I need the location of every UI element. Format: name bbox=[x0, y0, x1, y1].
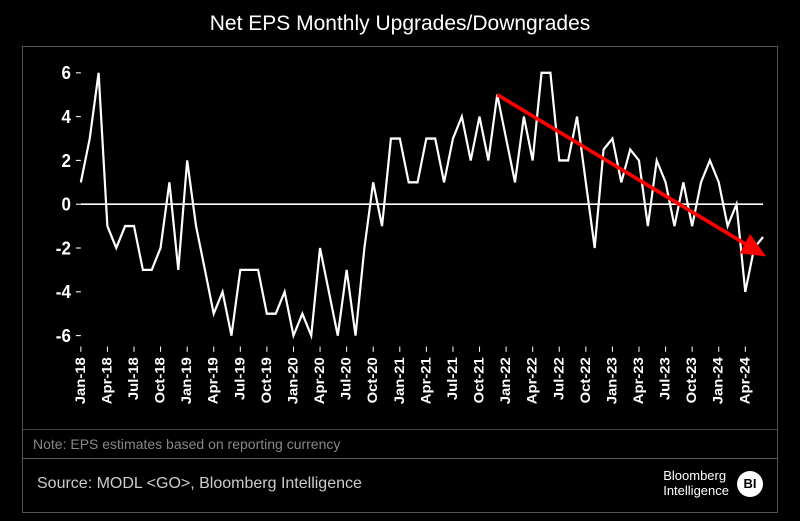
svg-text:Jul-23: Jul-23 bbox=[658, 357, 673, 400]
brand: Bloomberg Intelligence BI bbox=[663, 469, 763, 498]
svg-text:Jan-22: Jan-22 bbox=[498, 357, 513, 404]
chart-container: Net EPS Monthly Upgrades/Downgrades 6 4 2 0… bbox=[0, 0, 800, 521]
svg-text:Apr-20: Apr-20 bbox=[312, 357, 327, 404]
source-text: Source: MODL <GO>, Bloomberg Intelligenc… bbox=[37, 475, 362, 493]
svg-text:Jan-23: Jan-23 bbox=[605, 357, 620, 404]
svg-text:Oct-20: Oct-20 bbox=[366, 357, 381, 403]
svg-text:Jan-21: Jan-21 bbox=[392, 357, 407, 404]
svg-text:0: 0 bbox=[61, 194, 71, 215]
svg-text:-6: -6 bbox=[56, 325, 71, 346]
note-text: Note: EPS estimates based on reporting c… bbox=[23, 429, 777, 458]
svg-text:Jan-18: Jan-18 bbox=[73, 357, 88, 404]
svg-text:-2: -2 bbox=[56, 238, 71, 259]
svg-text:Oct-21: Oct-21 bbox=[472, 357, 487, 403]
svg-text:Oct-22: Oct-22 bbox=[578, 357, 593, 403]
brand-text: Bloomberg Intelligence bbox=[663, 469, 729, 498]
svg-text:Apr-23: Apr-23 bbox=[631, 357, 646, 404]
svg-text:Jul-21: Jul-21 bbox=[445, 357, 460, 400]
svg-text:Jan-19: Jan-19 bbox=[180, 357, 195, 404]
line-chart-svg: 6 4 2 0 -2 -4 -6Jan-18 Apr-18 Jul-18 Oct-18 Jan-19… bbox=[23, 47, 777, 429]
svg-text:Apr-24: Apr-24 bbox=[738, 357, 753, 404]
svg-text:Jul-22: Jul-22 bbox=[552, 357, 567, 400]
svg-text:Oct-23: Oct-23 bbox=[685, 357, 700, 403]
svg-text:Apr-19: Apr-19 bbox=[206, 357, 221, 404]
plot-region: 6 4 2 0 -2 -4 -6Jan-18 Apr-18 Jul-18 Oct-18 Jan-19… bbox=[23, 47, 777, 429]
chart-outer: 6 4 2 0 -2 -4 -6Jan-18 Apr-18 Jul-18 Oct-18 Jan-19… bbox=[0, 46, 800, 521]
brand-badge-icon: BI bbox=[737, 471, 763, 497]
source-bar: Source: MODL <GO>, Bloomberg Intelligenc… bbox=[23, 458, 777, 512]
svg-text:Jan-24: Jan-24 bbox=[711, 357, 726, 404]
svg-text:Jan-20: Jan-20 bbox=[286, 357, 301, 404]
svg-text:Jul-19: Jul-19 bbox=[233, 357, 248, 400]
svg-text:Apr-21: Apr-21 bbox=[419, 357, 434, 404]
chart-title: Net EPS Monthly Upgrades/Downgrades bbox=[0, 0, 800, 46]
svg-text:Oct-19: Oct-19 bbox=[259, 357, 274, 403]
svg-text:Jul-18: Jul-18 bbox=[126, 357, 141, 400]
svg-text:6: 6 bbox=[61, 63, 71, 84]
svg-text:Jul-20: Jul-20 bbox=[339, 357, 354, 400]
svg-text:-4: -4 bbox=[56, 282, 71, 303]
svg-text:4: 4 bbox=[61, 106, 71, 127]
svg-text:Oct-18: Oct-18 bbox=[153, 357, 168, 403]
chart-box: 6 4 2 0 -2 -4 -6Jan-18 Apr-18 Jul-18 Oct-18 Jan-19… bbox=[22, 46, 778, 513]
svg-text:Apr-22: Apr-22 bbox=[525, 357, 540, 404]
svg-text:2: 2 bbox=[61, 150, 71, 171]
svg-text:Apr-18: Apr-18 bbox=[100, 357, 115, 404]
